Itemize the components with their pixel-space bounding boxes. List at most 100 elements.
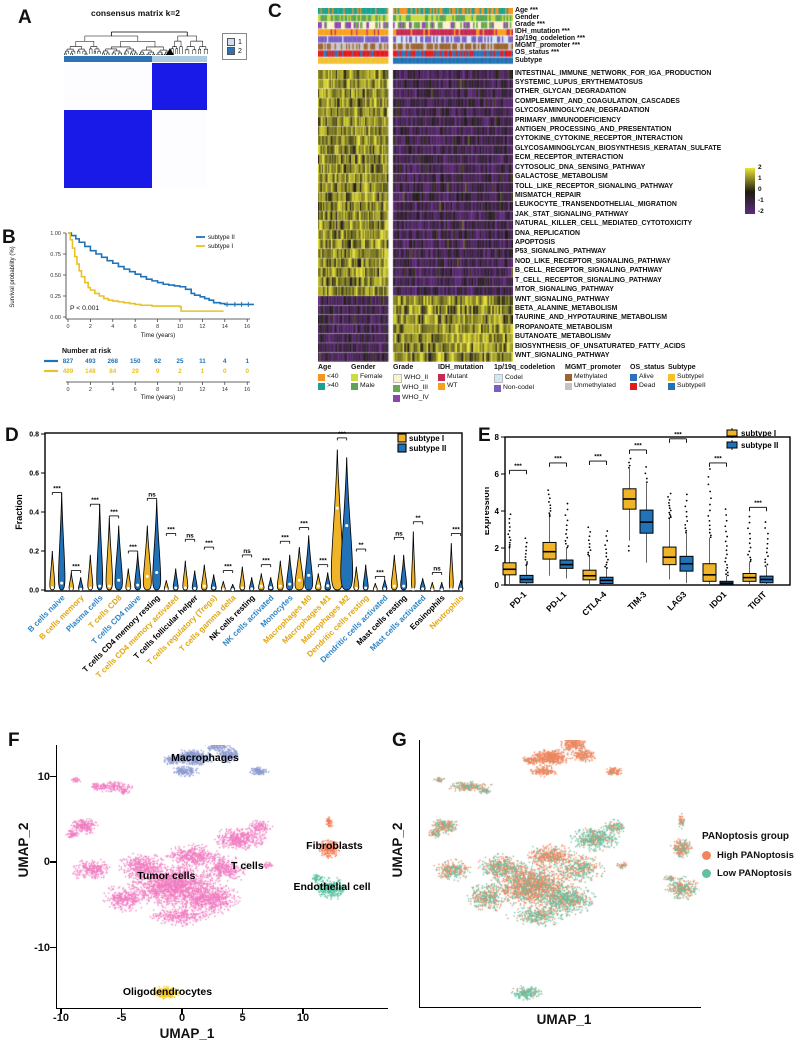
outlier-dot (668, 499, 671, 501)
legend-group-subtype: Subtype SubtypeI SubtypeII (668, 364, 706, 390)
legend-item: Non-codel (494, 384, 555, 392)
pathway-label: CYTOSOLIC_DNA_SENSING_PATHWAY (515, 163, 646, 171)
violin-median-dot (440, 588, 444, 592)
outlier-dot (707, 475, 710, 478)
violin-median-dot (259, 584, 263, 588)
pathway-heatmap-body (318, 70, 513, 362)
violin-median-dot (335, 506, 339, 510)
legend-item: Alive (630, 373, 665, 381)
outlier-dot (764, 521, 767, 523)
violin-median-dot (202, 584, 206, 588)
annotation-label: 1p/19q_codeletion *** (515, 35, 586, 43)
legend-item: Methylated (565, 373, 621, 381)
x-tick-mark (60, 1008, 62, 1014)
legend-item-high: High PANoptosis (702, 850, 794, 861)
legend-item-label: Codel (505, 373, 523, 381)
violin-median-dot (373, 587, 377, 591)
legend-group-1p-19q-codeletion: 1p/19q_codeletion Codel Non-codel (494, 364, 555, 392)
legend-swatch (393, 385, 400, 392)
outlier-dot (709, 534, 712, 537)
annotation-label: IDH_mutation *** (515, 28, 570, 36)
outlier-dot (667, 495, 669, 498)
risk-count: 0 (245, 368, 249, 375)
violin-shape (390, 554, 398, 591)
risk-x-tick: 12 (199, 387, 205, 393)
outlier-dot (668, 511, 671, 514)
legend-item-label: WHO_II (404, 373, 429, 381)
risk-x-tick: 6 (134, 387, 137, 393)
box-body (542, 541, 557, 560)
violin-median-dot (288, 582, 292, 586)
legend-item-label: Mutant (447, 372, 468, 380)
outlier-dot (605, 548, 607, 551)
sig-marker: *** (674, 431, 682, 438)
x-tick-label: 10 (296, 1012, 310, 1024)
outlier-dot (508, 541, 511, 544)
outlier-dot (747, 527, 749, 530)
outlier-dot (726, 535, 729, 538)
outlier-dot (709, 468, 711, 470)
outlier-dot (548, 501, 550, 503)
outlier-dot (604, 565, 607, 568)
outlier-dot (565, 533, 567, 535)
outlier-dot (766, 547, 769, 550)
outlier-dot (628, 464, 631, 467)
umap-g-y-axis-label: UMAP_2 (390, 822, 405, 878)
risk-x-tick: 10 (177, 387, 183, 393)
risk-count: 0 (223, 368, 227, 375)
violin-shape (134, 552, 142, 591)
legend-label-2: 2 (238, 47, 242, 55)
box-body (702, 563, 717, 582)
y-tick-label: 6 (495, 470, 500, 479)
x-axis-title: Time (years) (141, 332, 176, 339)
outlier-dot (589, 530, 592, 533)
violin-plot: 0.0 0.2 0.4 0.6 0.8 Fraction *** *** *** *** *** ns… (14, 431, 464, 595)
outlier-dot (526, 562, 528, 565)
outlier-dot (668, 504, 671, 507)
outlier-dot (669, 515, 672, 517)
outlier-dot (685, 515, 688, 518)
sig-marker: *** (224, 564, 232, 571)
violin-shape (276, 560, 284, 591)
y-tick-label: -10 (34, 941, 50, 954)
x-tick-label: 2 (89, 324, 92, 330)
legend-item: SubtypeII (668, 382, 706, 390)
legend-item: Female (351, 373, 383, 381)
y-tick-label: 0.4 (29, 510, 39, 517)
legend-swatch-2 (227, 47, 235, 55)
legend-group-title: 1p/19q_codeletion (494, 364, 556, 371)
panel-d-violin: 0.0 0.2 0.4 0.6 0.8 Fraction *** *** *** *** *** ns… (0, 425, 475, 710)
outlier-dot (724, 525, 727, 528)
pathway-label: NOD_LIKE_RECEPTOR_SIGNALING_PATHWAY (515, 257, 671, 265)
outlier-dot (508, 529, 511, 532)
outlier-dot (749, 558, 752, 561)
violin-median-dot (50, 586, 54, 590)
legend-row-1: 1 (227, 38, 242, 46)
violin-shape (239, 566, 246, 591)
violin-median-dot (383, 587, 387, 591)
outlier-dot (566, 502, 569, 505)
y-axis-title: Fraction (14, 494, 24, 530)
outlier-dot (727, 574, 729, 577)
y-tick-label: 4 (495, 507, 500, 516)
outlier-dot (766, 563, 769, 566)
y-tick-label: 0 (495, 581, 500, 590)
outlier-dot (606, 530, 609, 532)
violin-shape (152, 500, 162, 591)
colorbar-tick: 0 (758, 186, 762, 193)
outlier-dot (507, 533, 510, 536)
pathway-label: WNT_SIGNALING_PATHWAY (515, 352, 610, 360)
sig-marker: ns (395, 530, 403, 537)
sig-marker: ** (358, 542, 364, 549)
y-tick-label: 0.6 (29, 471, 39, 478)
outlier-dot (767, 555, 769, 558)
dendrogram (64, 31, 208, 55)
sig-marker: *** (452, 526, 460, 533)
annotation-label: OS_status *** (515, 49, 560, 57)
sig-marker: *** (262, 558, 270, 565)
legend-swatch (397, 443, 407, 453)
consensus-matrix-blocks (64, 63, 207, 188)
y-tick-label: 0.00 (50, 315, 61, 321)
consensus-legend: 1 2 (222, 33, 247, 60)
risk-table-title: Number at risk (62, 348, 111, 355)
